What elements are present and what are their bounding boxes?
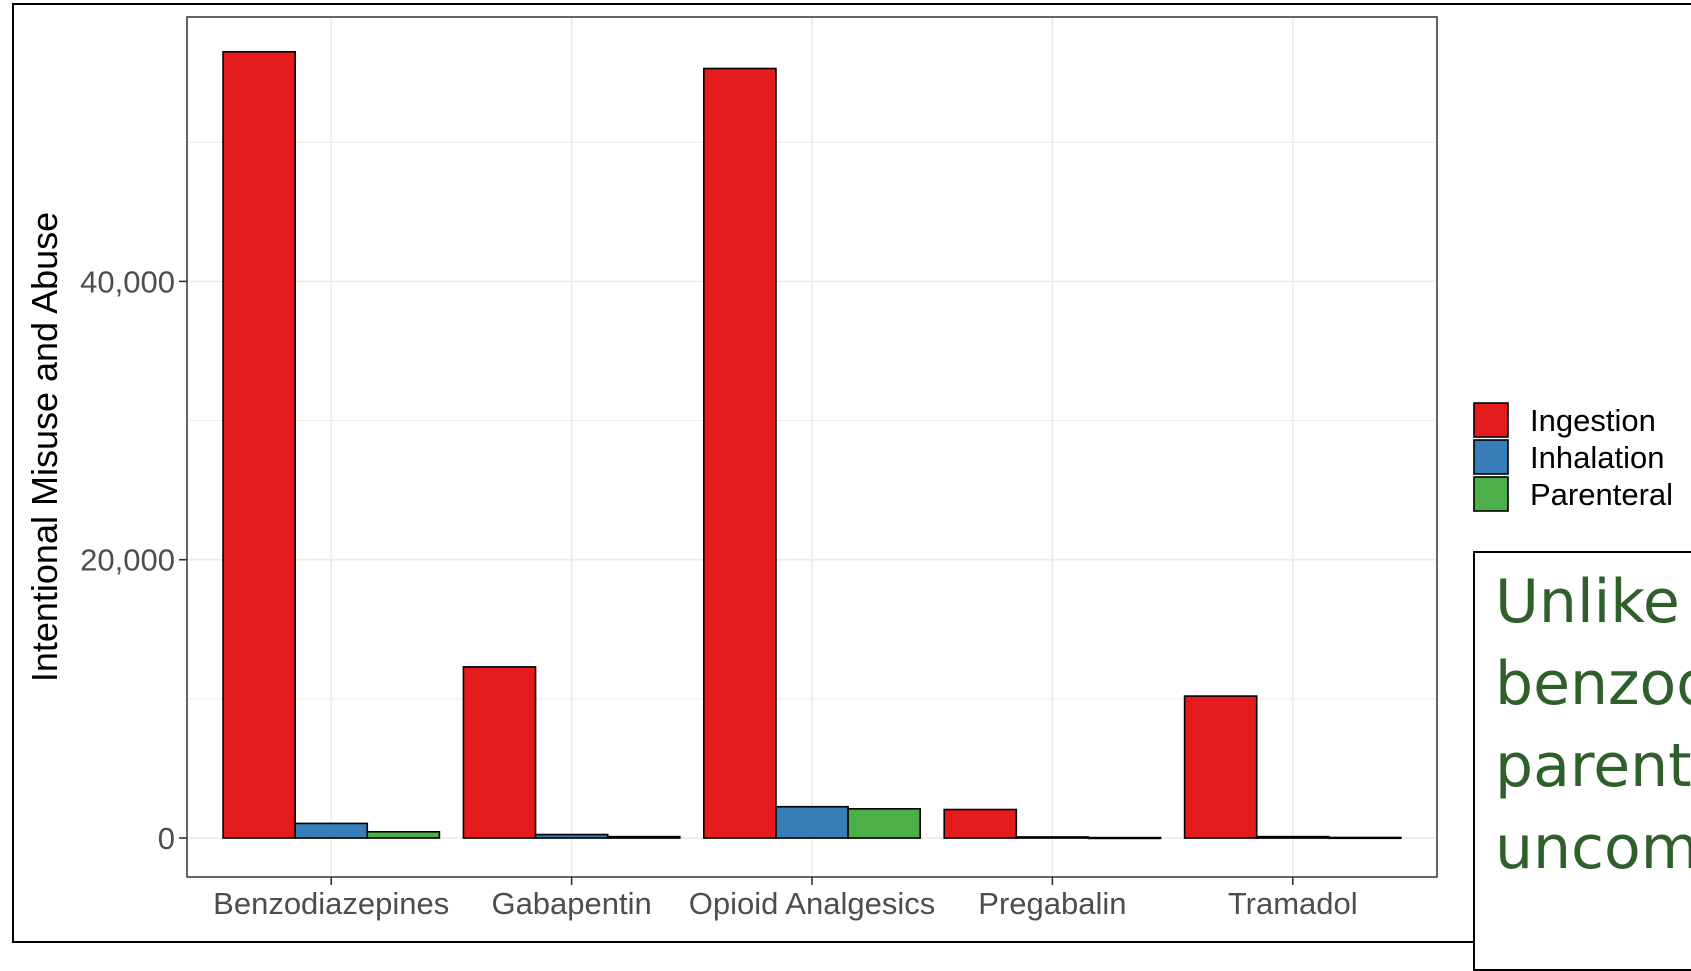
bars xyxy=(222,50,1402,840)
y-tick-label: 40,000 xyxy=(80,264,175,299)
bar-ingestion xyxy=(943,808,1018,839)
bar-inhalation xyxy=(294,822,369,839)
callout-box: Unlike benzod parent uncom xyxy=(1473,551,1691,971)
x-tick-label: Tramadol xyxy=(1228,886,1358,921)
bar-ingestion xyxy=(222,50,296,839)
y-tick-label: 0 xyxy=(158,821,175,856)
y-axis-title: Intentional Misuse and Abuse xyxy=(24,212,65,682)
legend-key-inhalation xyxy=(1473,439,1509,475)
legend-label-parenteral: Parenteral xyxy=(1530,477,1673,512)
bar-inhalation xyxy=(1255,835,1330,839)
bar-inhalation xyxy=(1015,836,1090,839)
bar-inhalation xyxy=(534,833,609,839)
bar-ingestion xyxy=(462,666,537,839)
x-tick-label: Pregabalin xyxy=(978,886,1126,921)
axes: 0 20,000 40,000 Benzodiazepines Gabapentin Op… xyxy=(80,264,1357,921)
bar-parenteral xyxy=(366,830,441,839)
bar-parenteral xyxy=(847,808,921,839)
x-tick-label: Benzodiazepines xyxy=(213,886,449,921)
bar-inhalation xyxy=(775,805,849,839)
y-tick-label: 20,000 xyxy=(80,543,175,578)
legend-label-ingestion: Ingestion xyxy=(1530,403,1656,438)
x-tick-label: Gabapentin xyxy=(491,886,651,921)
callout-text: Unlike benzod parent uncom xyxy=(1495,567,1691,883)
bar-ingestion xyxy=(703,67,777,839)
bar-parenteral xyxy=(1328,836,1402,840)
chart: 0 20,000 40,000 Benzodiazepines Gabapentin Op… xyxy=(24,16,1673,921)
legend-key-parenteral xyxy=(1473,476,1509,512)
bar-ingestion xyxy=(1183,695,1258,839)
x-tick-label: Opioid Analgesics xyxy=(689,886,935,921)
bar-parenteral xyxy=(606,835,681,839)
bar-parenteral xyxy=(1087,836,1162,840)
legend-label-inhalation: Inhalation xyxy=(1530,440,1664,475)
legend-key-ingestion xyxy=(1473,402,1509,438)
